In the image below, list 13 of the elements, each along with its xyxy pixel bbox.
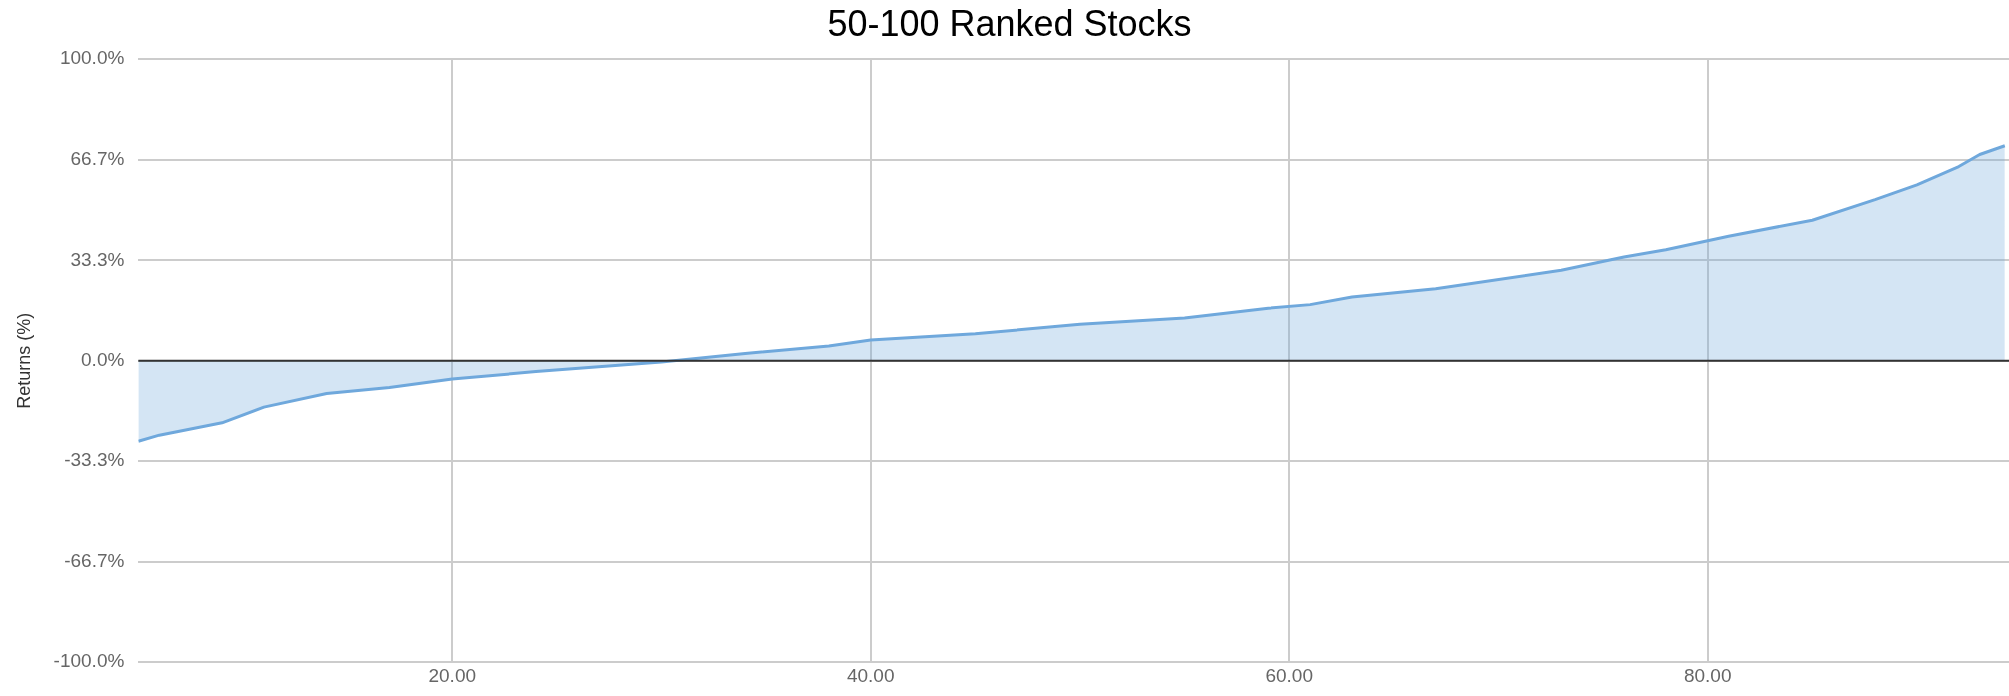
y-tick-label: -100.0% [53,650,125,672]
y-tick-label: 0.0% [81,348,125,370]
y-tick-label: 66.7% [70,147,125,169]
chart-title: 50-100 Ranked Stocks [827,2,1192,44]
y-tick-label: 33.3% [70,248,125,270]
x-tick-label: 60.00 [1265,664,1313,686]
x-tick-label: 20.00 [428,664,477,686]
y-tick-label: -33.3% [64,449,125,471]
x-tick-label: 80.00 [1683,664,1732,686]
y-axis-title: Returns (%) [13,312,34,409]
x-tick-label: 40.00 [846,664,895,686]
y-tick-label: 100.0% [59,47,125,69]
y-tick-label: -66.7% [64,550,125,572]
